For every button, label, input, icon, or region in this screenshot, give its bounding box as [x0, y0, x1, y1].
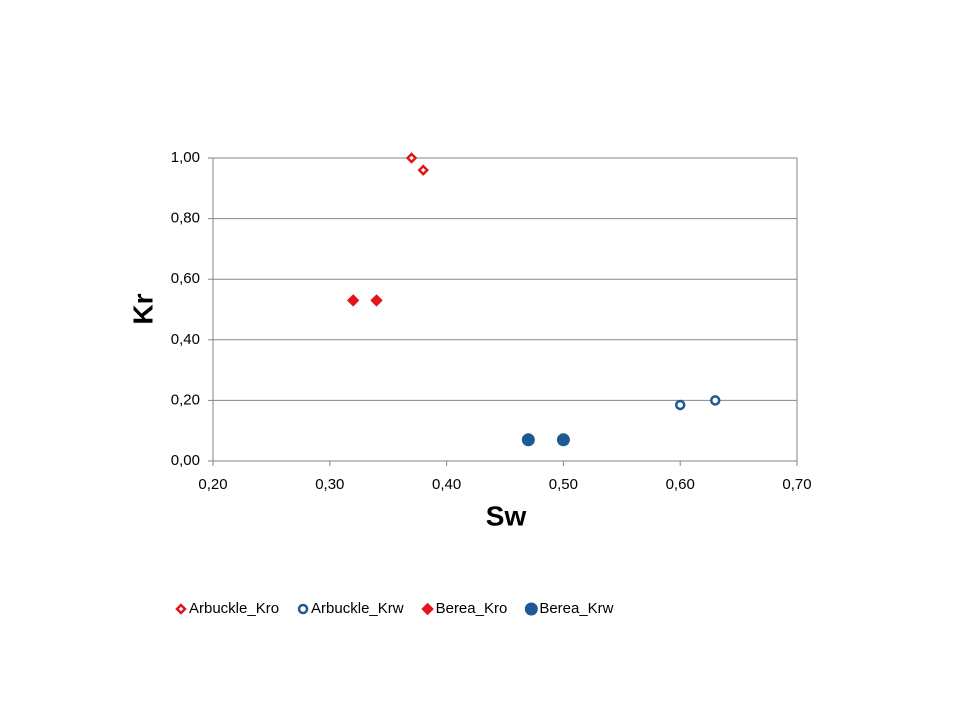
- y-tick-label: 1,00: [171, 149, 200, 166]
- point: [417, 164, 430, 176]
- y-tick-label: 0,00: [171, 452, 200, 469]
- point: [405, 152, 418, 164]
- y-tick-label: 0,60: [171, 270, 200, 287]
- legend-label: Berea_Kro: [436, 600, 508, 617]
- legend-label: Berea_Krw: [539, 600, 613, 617]
- legend-marker: [297, 603, 309, 615]
- x-tick-label: 0,70: [782, 476, 811, 493]
- point: [370, 294, 383, 307]
- plot-area: [212, 157, 798, 462]
- legend-marker: [175, 603, 187, 615]
- x-tick-label: 0,60: [666, 476, 695, 493]
- y-tick-label: 0,40: [171, 331, 200, 348]
- legend-label: Arbuckle_Krw: [311, 600, 404, 617]
- y-axis-title: Kr: [127, 293, 158, 324]
- point: [521, 433, 535, 447]
- legend-label: Arbuckle_Kro: [189, 600, 279, 617]
- y-tick-label: 0,80: [171, 210, 200, 227]
- legend-marker: [524, 602, 538, 616]
- point: [556, 433, 570, 447]
- x-tick-label: 0,30: [315, 476, 344, 493]
- point: [346, 294, 360, 307]
- x-tick-label: 0,20: [198, 476, 227, 493]
- y-tick-label: 0,20: [171, 391, 200, 408]
- point: [709, 395, 721, 406]
- point: [674, 399, 686, 411]
- x-tick-label: 0,40: [432, 476, 461, 493]
- x-axis-title: Sw: [486, 500, 527, 531]
- x-tick-label: 0,50: [549, 476, 578, 493]
- legend-marker: [421, 602, 434, 616]
